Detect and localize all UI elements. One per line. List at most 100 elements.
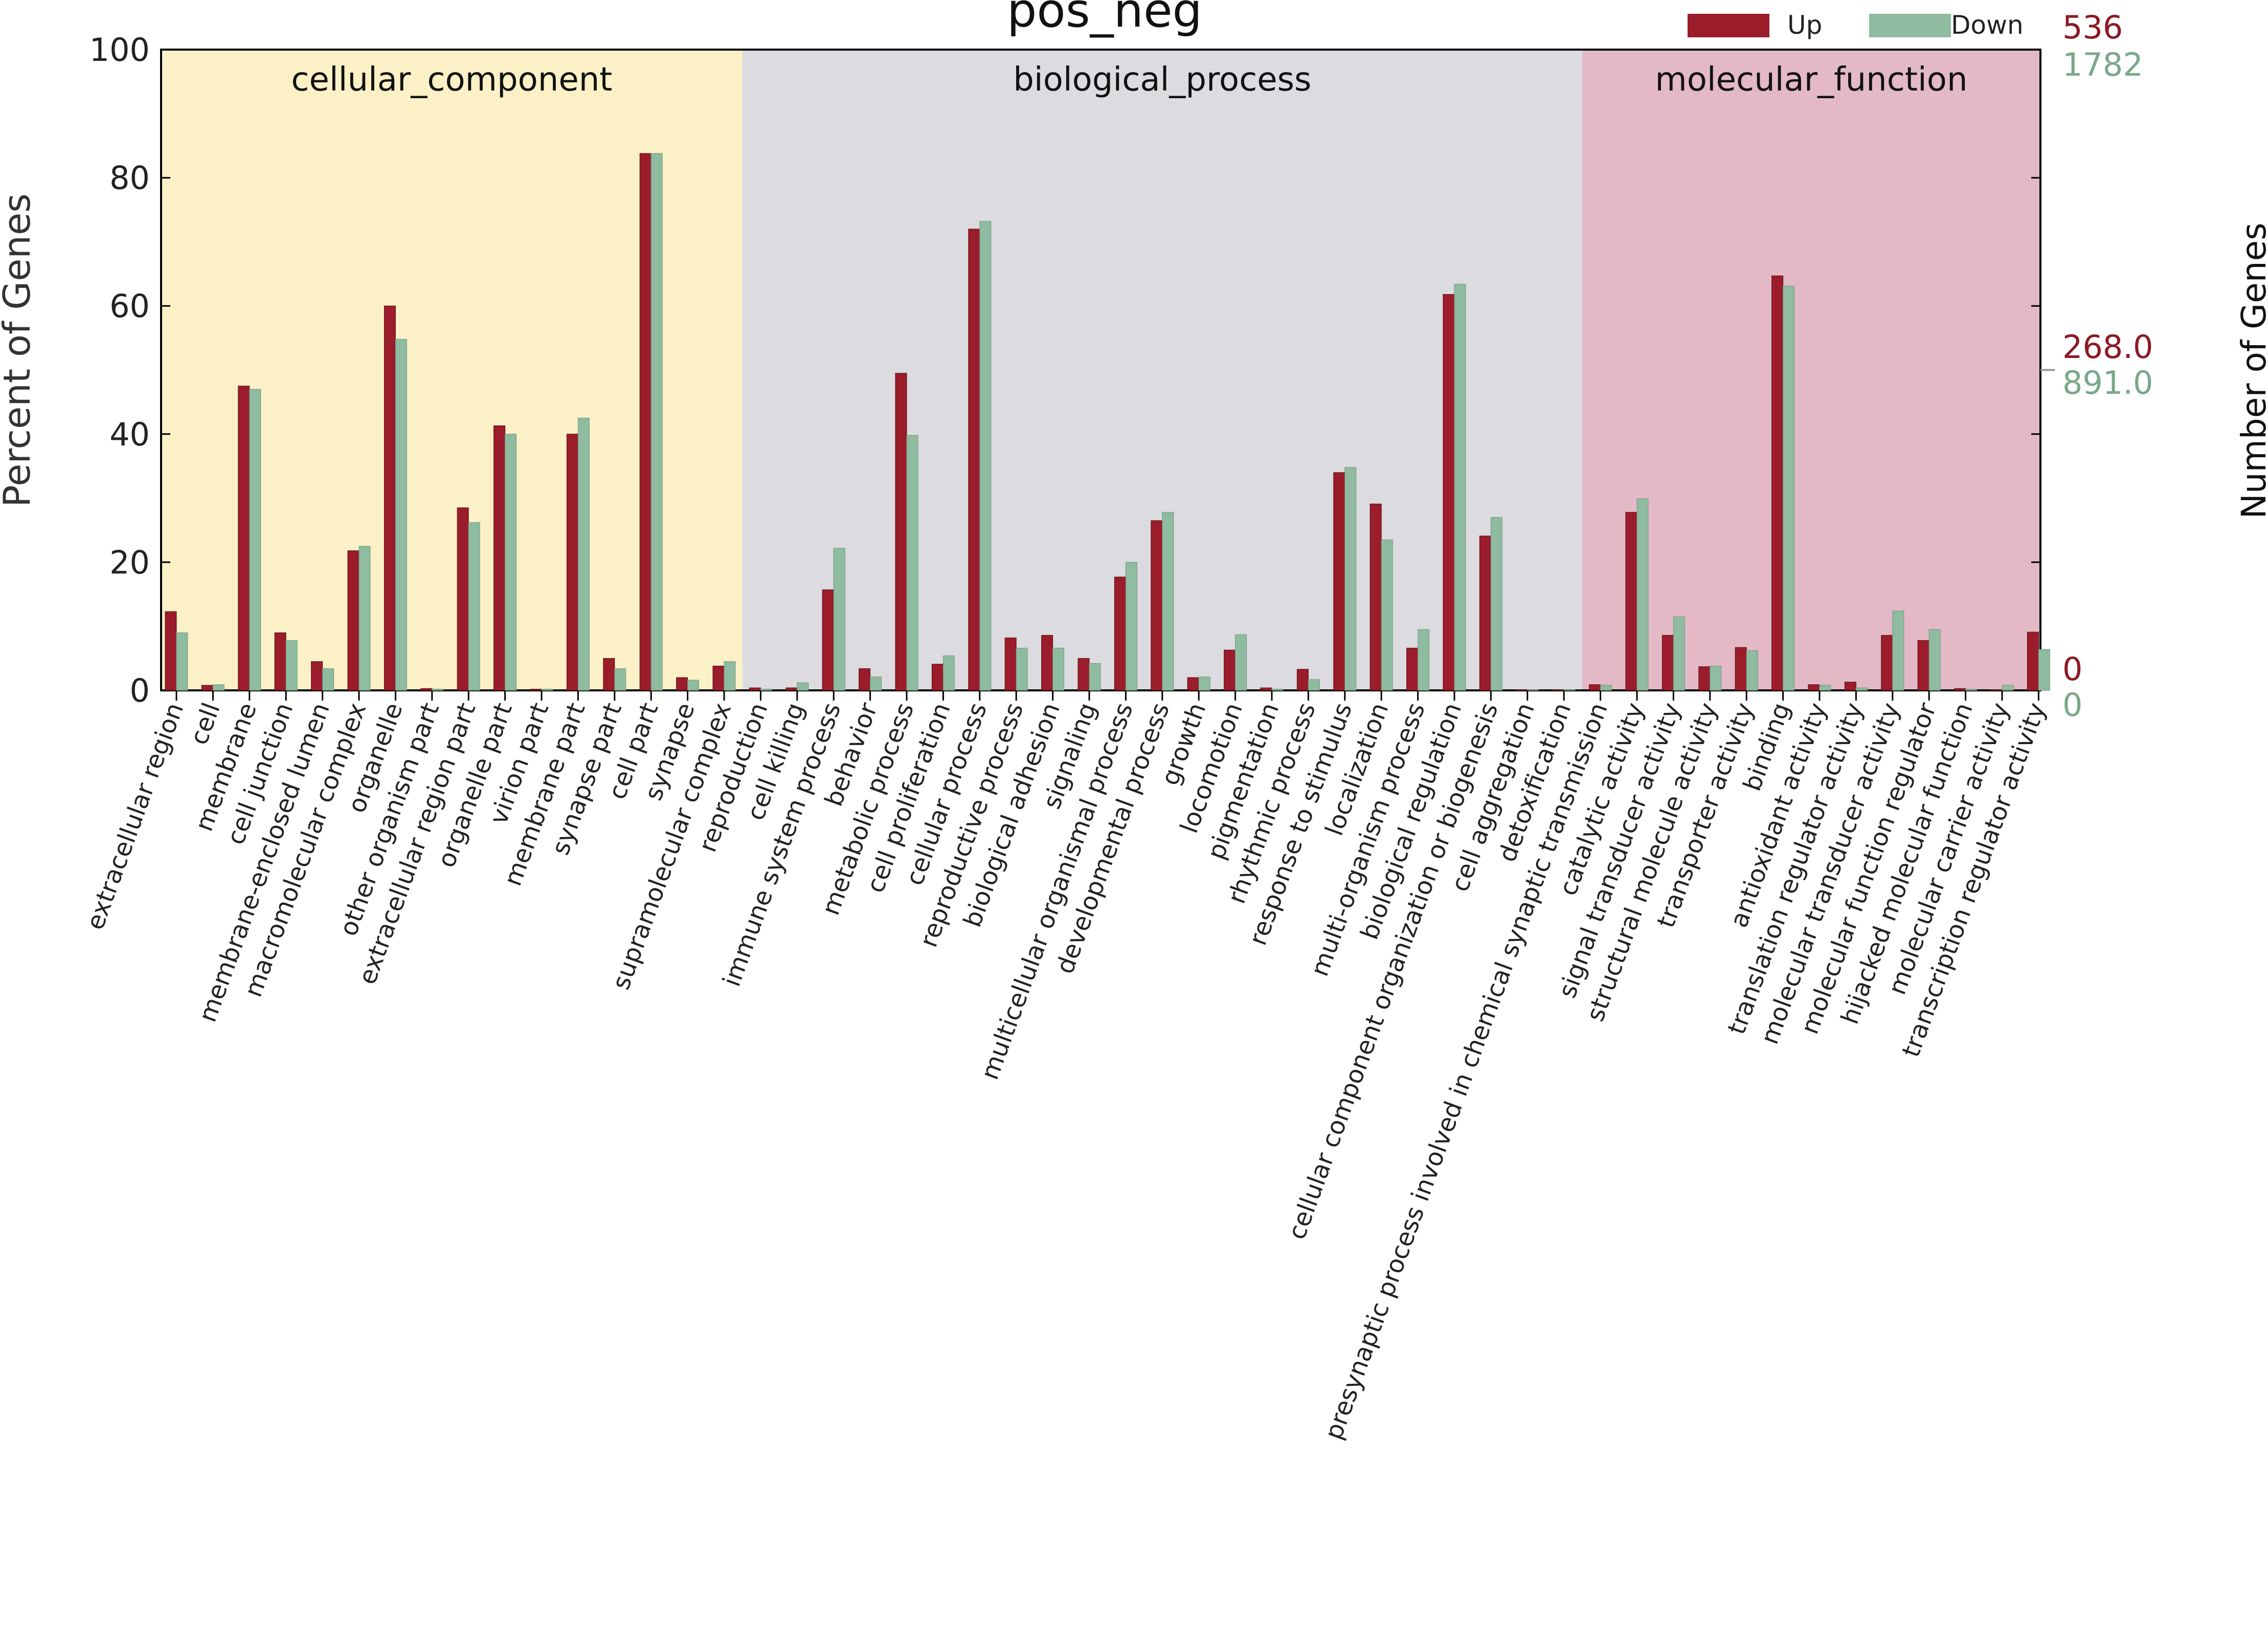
bar-down-31	[1308, 679, 1320, 691]
bar-down-48	[1928, 629, 1941, 691]
bar-up-17	[785, 687, 798, 691]
bar-down-22	[979, 221, 992, 691]
bar-up-24	[1041, 635, 1053, 691]
bar-down-14	[687, 680, 700, 691]
bar-down-4	[322, 668, 334, 691]
bar-up-19	[859, 668, 871, 691]
bar-up-21	[931, 664, 944, 691]
bar-down-20	[906, 435, 918, 691]
bar-down-51	[2038, 649, 2050, 691]
group-label-biological_process: biological_process	[1013, 61, 1311, 99]
y-tick-label-20: 20	[109, 544, 150, 581]
y-tick-label-40: 40	[109, 416, 150, 453]
bar-up-46	[1844, 682, 1856, 691]
bar-down-18	[833, 548, 845, 691]
bar-down-3	[285, 640, 298, 691]
bar-up-23	[1004, 637, 1017, 691]
group-band-molecular_function	[1582, 50, 2040, 690]
bar-up-47	[1881, 635, 1893, 691]
bar-up-27	[1151, 520, 1163, 691]
bar-down-41	[1673, 616, 1685, 691]
legend-down-swatch	[1869, 14, 1951, 37]
right-axis-down-mid: 891.0	[2062, 364, 2153, 401]
bar-down-8	[468, 522, 480, 691]
bar-up-36	[1479, 535, 1491, 691]
bar-up-16	[749, 687, 761, 691]
bar-down-27	[1162, 512, 1174, 691]
bar-up-49	[1954, 688, 1966, 691]
bar-up-2	[238, 386, 250, 691]
bar-up-48	[1917, 640, 1929, 691]
bar-down-33	[1381, 540, 1393, 691]
x-tick-label-0: extracellular region	[81, 699, 190, 934]
bar-down-50	[2002, 685, 2014, 691]
bar-down-47	[1892, 611, 1904, 691]
bar-up-12	[603, 658, 615, 691]
bar-down-44	[1783, 285, 1795, 691]
bar-up-51	[2027, 632, 2039, 691]
bar-up-44	[1771, 275, 1784, 691]
bar-up-14	[676, 677, 688, 691]
bar-down-35	[1454, 284, 1466, 691]
bar-down-16	[760, 688, 772, 691]
bar-down-39	[1600, 685, 1612, 691]
bar-up-7	[420, 688, 433, 691]
bar-up-9	[493, 425, 506, 691]
bar-up-35	[1443, 294, 1455, 691]
right-axis-up-zero: 0	[2062, 650, 2082, 688]
y-tick-label-60: 60	[109, 287, 150, 325]
right-axis-down-zero: 0	[2062, 686, 2082, 724]
bar-down-10	[541, 688, 553, 691]
y-tick-label-100: 100	[89, 31, 150, 69]
group-label-molecular_function: molecular_function	[1655, 61, 1967, 99]
bar-up-30	[1260, 687, 1272, 691]
bar-down-32	[1344, 467, 1357, 691]
bar-down-40	[1636, 498, 1649, 691]
bar-down-42	[1710, 665, 1722, 691]
bar-up-1	[201, 685, 213, 691]
bar-down-7	[432, 688, 444, 691]
bar-down-11	[577, 417, 590, 691]
bar-up-32	[1333, 472, 1345, 691]
bar-down-30	[1271, 688, 1284, 691]
bar-down-12	[614, 668, 626, 691]
bar-down-0	[176, 632, 188, 691]
bar-up-5	[347, 550, 360, 691]
bar-down-19	[870, 677, 882, 691]
bar-up-31	[1296, 669, 1309, 691]
bar-down-5	[358, 546, 371, 691]
bar-up-40	[1625, 512, 1637, 691]
bar-down-43	[1746, 650, 1758, 691]
bar-up-34	[1406, 647, 1419, 691]
bar-down-24	[1052, 647, 1065, 691]
bar-up-29	[1224, 649, 1236, 691]
group-backgrounds	[161, 50, 2040, 690]
bar-up-8	[457, 507, 469, 691]
bar-up-15	[712, 665, 725, 691]
bar-up-13	[639, 153, 652, 691]
group-label-cellular_component: cellular_component	[291, 61, 612, 99]
bar-up-4	[311, 661, 323, 691]
bar-down-46	[1855, 687, 1868, 691]
bar-down-1	[212, 684, 224, 691]
bar-up-3	[274, 632, 286, 691]
bar-up-39	[1589, 684, 1601, 691]
bar-up-33	[1369, 503, 1382, 691]
bar-down-29	[1235, 634, 1247, 691]
bar-down-26	[1125, 562, 1137, 691]
bar-down-28	[1198, 677, 1210, 691]
right-axis-up-mid: 268.0	[2062, 328, 2153, 366]
right-axis-down-max: 1782	[2062, 46, 2143, 83]
legend-up-label: Up	[1787, 10, 1822, 40]
bar-down-13	[650, 153, 663, 691]
bar-down-9	[505, 434, 517, 691]
bar-up-0	[165, 611, 177, 691]
right-axis-label: Number of Genes	[2234, 222, 2268, 519]
bar-down-25	[1089, 663, 1101, 691]
bar-down-49	[1965, 688, 1978, 691]
chart-title: pos_neg	[1007, 0, 1202, 38]
y-axis-label: Percent of Genes	[0, 193, 38, 507]
bar-up-28	[1187, 677, 1199, 691]
bar-up-18	[822, 589, 834, 691]
